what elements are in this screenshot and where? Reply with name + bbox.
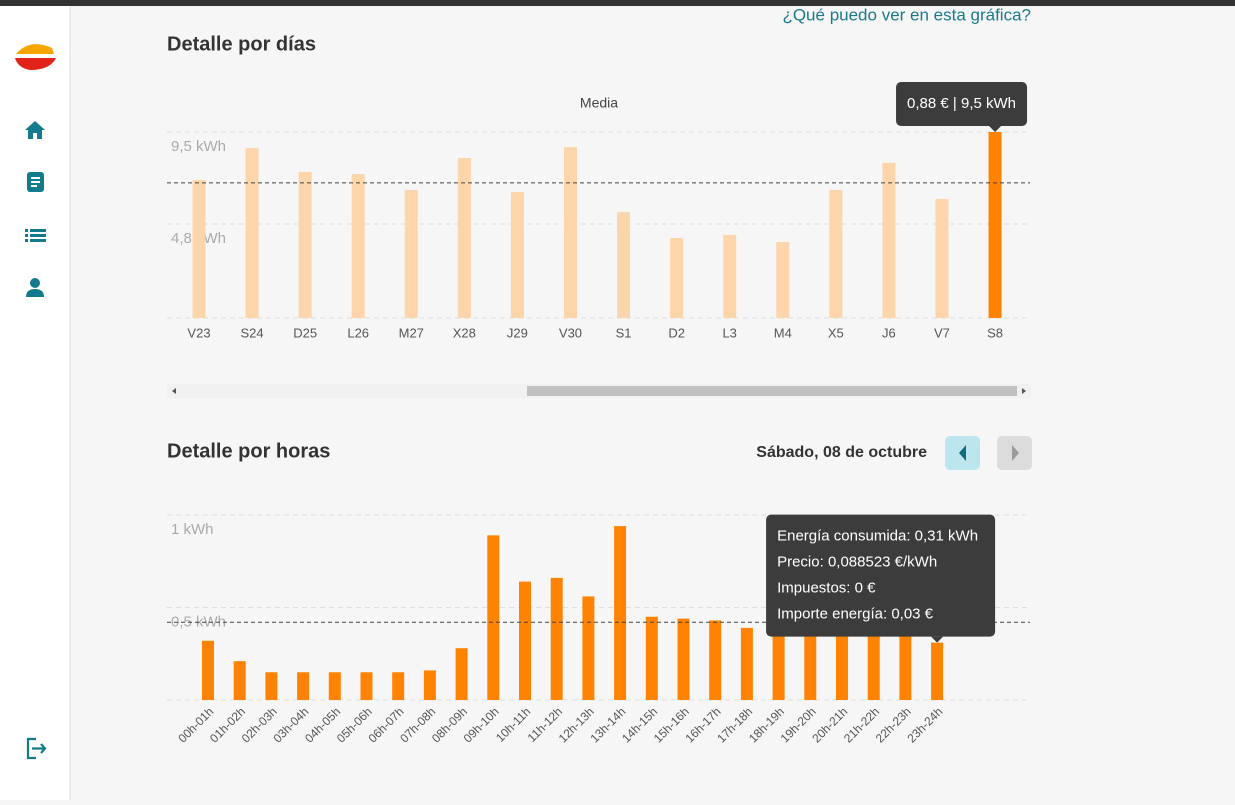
- bar: [882, 162, 896, 318]
- top-bar: [0, 0, 1235, 6]
- x-tick-label: V23: [187, 325, 210, 340]
- bar: [645, 616, 658, 700]
- bar: [265, 672, 278, 700]
- tooltip-text: Impuestos: 0 €: [777, 580, 876, 597]
- bar: [582, 596, 595, 700]
- sidebar: [0, 6, 70, 800]
- bar: [298, 171, 312, 318]
- bar: [670, 237, 684, 318]
- home-icon[interactable]: [25, 121, 45, 139]
- chart-title: Detalle por días: [167, 33, 316, 55]
- bar: [867, 631, 880, 700]
- x-tick-label: X28: [453, 325, 476, 340]
- scrollbar[interactable]: [167, 384, 1031, 398]
- chart-title: Detalle por horas: [167, 440, 330, 462]
- y-tick-label: 1 kWh: [171, 521, 214, 538]
- average-label: Media: [580, 95, 618, 111]
- x-tick-label: M27: [399, 325, 424, 340]
- bar: [510, 192, 524, 318]
- x-tick-label: X5: [828, 325, 844, 340]
- bar: [202, 640, 214, 700]
- bar: [192, 179, 206, 318]
- bar: [709, 620, 722, 700]
- bar: [351, 174, 365, 318]
- bar: [360, 672, 373, 700]
- bar: [935, 198, 949, 318]
- logo: [15, 44, 56, 70]
- bar: [328, 672, 341, 700]
- bar: [899, 618, 912, 700]
- bar: [392, 672, 405, 700]
- x-tick-label: L3: [722, 325, 736, 340]
- x-tick-label: 23h-24h: [904, 704, 945, 745]
- bar: [245, 148, 259, 318]
- bar: [487, 535, 500, 700]
- logout-icon[interactable]: [26, 737, 47, 760]
- x-tick-label: V7: [934, 325, 950, 340]
- bar: [829, 189, 843, 318]
- bar: [563, 147, 577, 318]
- x-tick-label: D25: [293, 325, 317, 340]
- x-tick-label: J6: [882, 325, 896, 340]
- tooltip-arrow: [989, 126, 1002, 132]
- x-tick-label: S24: [240, 325, 263, 340]
- tooltip-text: Importe energía: 0,03 €: [777, 606, 934, 623]
- bar: [617, 212, 631, 318]
- bar: [772, 618, 785, 700]
- tooltip-text: Precio: 0,088523 €/kWh: [777, 554, 937, 571]
- x-tick-label: L26: [347, 325, 369, 340]
- x-tick-label: V30: [559, 325, 582, 340]
- x-tick-label: S8: [987, 325, 1003, 340]
- y-tick-label: 9,5 kWh: [171, 138, 226, 155]
- prev-button[interactable]: [945, 436, 980, 470]
- bar: [614, 526, 627, 700]
- bar: [776, 242, 790, 318]
- x-tick-label: M4: [774, 325, 792, 340]
- bar: [804, 616, 817, 700]
- bar: [836, 616, 848, 700]
- list-icon[interactable]: [25, 229, 46, 242]
- bar: [233, 661, 246, 700]
- next-button[interactable]: [997, 436, 1032, 470]
- bar: [988, 132, 1002, 318]
- help-link[interactable]: ¿Qué puedo ver en esta gráfica?: [782, 5, 1031, 24]
- bar: [404, 189, 418, 318]
- bar: [723, 234, 737, 318]
- bar: [931, 642, 944, 700]
- tooltip: [766, 514, 996, 637]
- bar: [519, 581, 531, 700]
- bill-icon[interactable]: [27, 172, 44, 192]
- x-tick-label: 09h-10h: [461, 704, 502, 745]
- bar: [297, 672, 310, 700]
- tooltip-arrow: [931, 636, 944, 643]
- date-label: Sábado, 08 de octubre: [756, 444, 927, 461]
- tooltip-text: Energía consumida: 0,31 kWh: [777, 528, 978, 545]
- bar: [740, 627, 753, 700]
- bar: [423, 670, 436, 700]
- x-tick-label: D2: [668, 325, 685, 340]
- bar: [457, 158, 471, 318]
- bar: [455, 648, 468, 700]
- x-tick-label: S1: [616, 325, 632, 340]
- tooltip: [896, 82, 1028, 126]
- x-tick-label: J29: [507, 325, 528, 340]
- tooltip-text: 0,88 € | 9,5 kWh: [907, 95, 1016, 112]
- user-icon[interactable]: [26, 278, 44, 297]
- bar: [550, 577, 563, 700]
- bar: [677, 618, 690, 700]
